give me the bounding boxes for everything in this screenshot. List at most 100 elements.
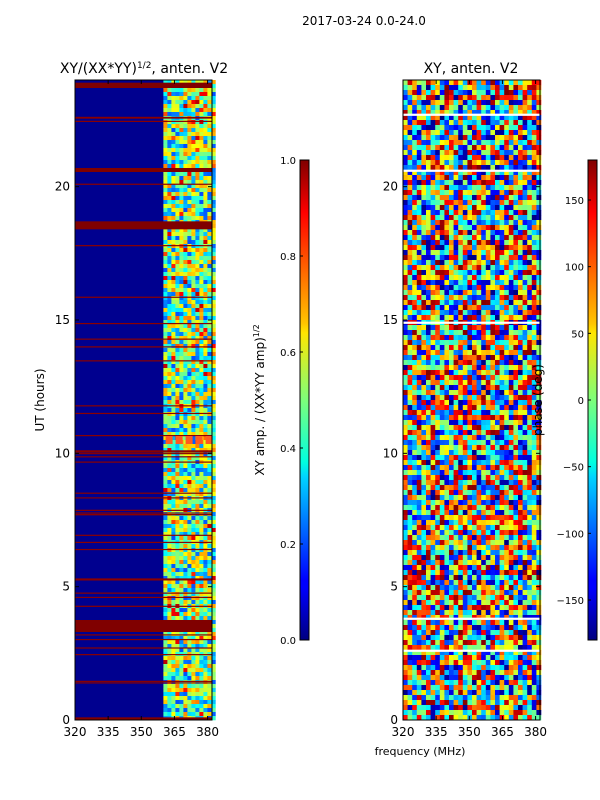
amplitude-cell (207, 228, 212, 233)
phase-cell (467, 190, 473, 196)
phase-cell (453, 115, 459, 121)
phase-cell (476, 130, 482, 136)
phase-cell (490, 430, 496, 436)
phase-cell (513, 190, 519, 196)
phase-cell (513, 445, 519, 451)
amplitude-cell (187, 172, 192, 177)
amplitude-cell (171, 400, 176, 405)
phase-cell (490, 480, 496, 486)
amplitude-flag-line (75, 338, 212, 340)
amplitude-cell (195, 408, 200, 413)
phase-cell (508, 160, 514, 166)
amplitude-cell (183, 176, 188, 181)
phase-cell (439, 310, 445, 316)
amplitude-cell (163, 124, 168, 129)
phase-cell (481, 470, 487, 476)
amplitude-cell (183, 80, 188, 85)
phase-cell (518, 540, 523, 546)
phase-cell (531, 535, 537, 541)
phase-cell (513, 350, 519, 356)
phase-cell (513, 300, 519, 306)
amplitude-cell (211, 112, 216, 117)
phase-cell (536, 420, 542, 426)
phase-cell (444, 415, 450, 421)
amplitude-cell (199, 344, 204, 349)
amplitude-cell (195, 140, 200, 145)
amplitude-cell (183, 400, 188, 405)
phase-cell (490, 420, 496, 426)
amplitude-cell (171, 296, 176, 301)
amplitude-cell (175, 248, 180, 253)
phase-cell (476, 260, 482, 266)
amplitude-cell (183, 364, 188, 369)
amplitude-cell (203, 336, 208, 341)
amplitude-cell (187, 412, 192, 417)
amplitude-cell (171, 528, 176, 533)
amplitude-flag-line (75, 322, 212, 325)
amplitude-cell (187, 660, 192, 665)
amplitude-cell (187, 400, 192, 405)
phase-cell (430, 105, 436, 111)
phase-cell (412, 370, 418, 376)
amplitude-cell (179, 332, 184, 337)
phase-cell (426, 285, 431, 291)
amplitude-cell (163, 280, 168, 285)
phase-cell (490, 265, 496, 271)
phase-cell (499, 435, 505, 441)
phase-cell (412, 350, 418, 356)
phase-cell (421, 245, 427, 251)
amplitude-cell (195, 552, 200, 557)
phase-cell (416, 265, 422, 271)
amplitude-cell (211, 508, 216, 513)
phase-cell (518, 95, 523, 101)
phase-cell (467, 535, 473, 541)
phase-cell (527, 205, 533, 211)
phase-cell (485, 465, 491, 471)
amplitude-cell (207, 548, 212, 553)
phase-cell (513, 460, 519, 466)
amplitude-cell (175, 172, 180, 177)
phase-cell (481, 400, 487, 406)
phase-cell (485, 355, 491, 361)
phase-cell (490, 450, 496, 456)
phase-cell (522, 180, 528, 186)
phase-cell (508, 140, 514, 146)
amplitude-cell (171, 280, 176, 285)
phase-cell (403, 185, 408, 191)
amplitude-cell (191, 592, 196, 597)
phase-cell (435, 445, 441, 451)
amplitude-cell (179, 108, 184, 113)
phase-cell (458, 300, 464, 306)
amplitude-cell (191, 572, 196, 577)
amplitude-cell (183, 524, 188, 529)
phase-cell (430, 490, 436, 496)
amplitude-cell (199, 140, 204, 145)
phase-cell (476, 210, 482, 216)
phase-cell (412, 535, 418, 541)
amplitude-cell (171, 196, 176, 201)
amplitude-cell (207, 704, 212, 709)
phase-cell (449, 485, 454, 491)
phase-cell (527, 190, 533, 196)
phase-cell (435, 140, 441, 146)
amplitude-cell (191, 412, 196, 417)
amplitude-cell (211, 624, 216, 629)
amplitude-cell (207, 396, 212, 401)
amplitude-cell (163, 388, 168, 393)
phase-cell (536, 400, 542, 406)
amplitude-cell (183, 216, 188, 221)
amplitude-cell (183, 160, 188, 165)
phase-cell (495, 240, 500, 246)
phase-cell (499, 510, 505, 516)
amplitude-cell (195, 644, 200, 649)
amplitude-cell (211, 672, 216, 677)
phase-cell (439, 265, 445, 271)
phase-cell (407, 410, 413, 416)
phase-cell (518, 200, 523, 206)
amplitude-cell (199, 400, 204, 405)
amplitude-cell (203, 708, 208, 713)
phase-cell (426, 245, 431, 251)
amplitude-cell (179, 276, 184, 281)
amplitude-cell (211, 616, 216, 621)
amplitude-cell (167, 396, 172, 401)
